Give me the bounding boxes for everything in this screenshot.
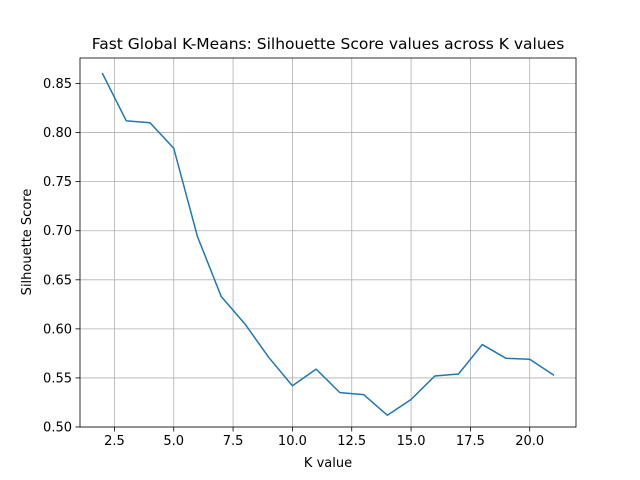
y-tick-label-6: 0.80 <box>43 126 72 141</box>
x-tick-label-1: 5.0 <box>163 434 184 449</box>
x-axis-title: K value <box>304 456 352 471</box>
tick-marks: 2.5 5.0 7.5 10.0 12.5 15.0 17.5 20.0 0.50 0.55 0.6… <box>43 77 544 449</box>
x-tick-label-7: 20.0 <box>515 434 544 449</box>
series-line-0 <box>101 72 555 416</box>
y-tick-label-5: 0.75 <box>43 175 72 190</box>
plot-frame <box>79 57 577 428</box>
x-tick-label-0: 2.5 <box>104 434 125 449</box>
x-tick-label-2: 7.5 <box>223 434 244 449</box>
chart-title: Fast Global K-Means: Silhouette Score va… <box>92 35 565 53</box>
grid-lines <box>80 58 576 428</box>
x-tick-label-4: 12.5 <box>337 434 366 449</box>
series-layer <box>101 72 555 416</box>
y-tick-label-7: 0.85 <box>43 77 72 92</box>
x-tick-label-3: 10.0 <box>278 434 307 449</box>
y-tick-label-2: 0.60 <box>43 322 72 337</box>
y-tick-label-4: 0.70 <box>43 224 72 239</box>
y-axis-title: Silhouette Score <box>20 189 35 296</box>
y-tick-label-0: 0.50 <box>43 421 72 436</box>
y-tick-label-1: 0.55 <box>43 371 72 386</box>
x-tick-label-6: 17.5 <box>456 434 485 449</box>
axes-frame <box>79 57 577 428</box>
y-tick-label-3: 0.65 <box>43 273 72 288</box>
x-tick-label-5: 15.0 <box>397 434 426 449</box>
